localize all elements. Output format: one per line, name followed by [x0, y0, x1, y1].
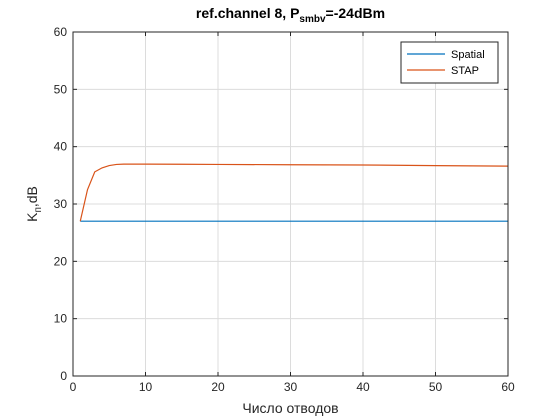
x-tick-label: 0	[70, 380, 77, 394]
x-axis-label: Число отводов	[242, 400, 338, 416]
chart-title-subscript: smbv	[299, 14, 326, 25]
series-line-stap	[79, 163, 509, 222]
x-tick-label: 40	[356, 380, 370, 394]
series-lines	[79, 163, 509, 222]
chart-title-suffix: =-24dBm	[326, 5, 386, 21]
y-tick-label: 20	[54, 254, 68, 268]
x-tick-label: 50	[429, 380, 443, 394]
x-tick-label: 10	[139, 380, 153, 394]
y-axis-label-subscript: п	[33, 207, 44, 212]
y-axis: 0 10 20 30 40 50 60	[54, 25, 508, 383]
y-tick-label: 50	[54, 82, 68, 96]
y-axis-label: Kп,dB	[24, 186, 44, 222]
x-tick-label: 60	[501, 380, 515, 394]
y-tick-label: 10	[54, 312, 68, 326]
chart-title: ref.channel 8, Psmbv=-24dBm	[196, 5, 385, 25]
y-tick-label: 40	[54, 140, 68, 154]
x-axis: 0 10 20 30 40 50 60	[70, 32, 515, 394]
legend-label-spatial: Spatial	[451, 49, 485, 61]
legend-label-stap: STAP	[451, 65, 479, 77]
y-tick-label: 30	[54, 197, 68, 211]
x-tick-label: 30	[284, 380, 298, 394]
chart-title-prefix: ref.channel 8, P	[196, 5, 299, 21]
y-tick-label: 0	[60, 369, 67, 383]
legend: Spatial STAP	[400, 41, 499, 84]
y-tick-label: 60	[54, 25, 68, 39]
y-axis-label-main: K	[24, 212, 40, 222]
legend-box	[400, 41, 499, 84]
y-axis-label-suffix: ,dB	[24, 186, 40, 207]
x-tick-label: 20	[211, 380, 225, 394]
